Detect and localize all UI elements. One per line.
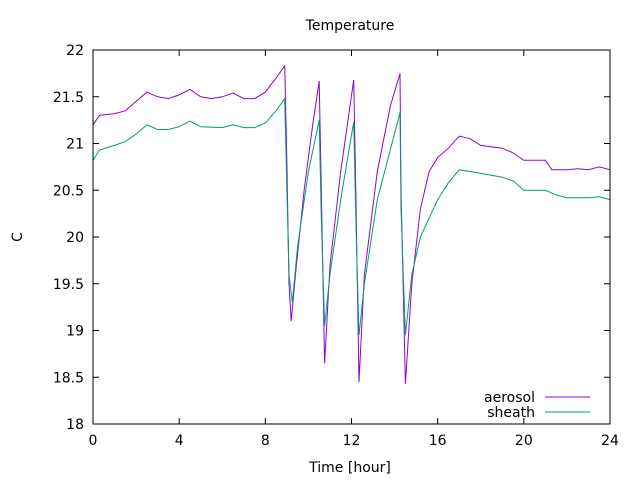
x-tick-label: 20: [515, 433, 533, 449]
plot-border: [92, 49, 611, 425]
x-tick-label: 8: [261, 433, 270, 449]
y-tick-label: 18.5: [53, 370, 84, 386]
y-tick-label: 22: [66, 43, 84, 59]
y-tick-label: 21: [66, 137, 84, 153]
y-tick-label: 20: [66, 230, 84, 246]
x-tick-label: 0: [89, 433, 98, 449]
x-tick-label: 16: [429, 433, 447, 449]
x-tick-label: 24: [601, 433, 619, 449]
y-axis-label: C: [10, 232, 26, 242]
x-tick-label: 4: [175, 433, 184, 449]
x-tick-label: 12: [343, 433, 361, 449]
x-axis-label: Time [hour]: [308, 460, 391, 476]
y-tick-label: 18: [66, 417, 84, 433]
y-tick-label: 19: [66, 324, 84, 340]
y-tick-label: 21.5: [53, 90, 84, 106]
chart-title: Temperature: [305, 18, 395, 34]
series-line-sheath: [92, 97, 611, 336]
series-line-aerosol: [92, 64, 611, 384]
y-tick-label: 19.5: [53, 277, 84, 293]
legend-label-aerosol: aerosol: [484, 390, 535, 406]
legend-label-sheath: sheath: [487, 405, 535, 421]
y-tick-label: 20.5: [53, 183, 84, 199]
